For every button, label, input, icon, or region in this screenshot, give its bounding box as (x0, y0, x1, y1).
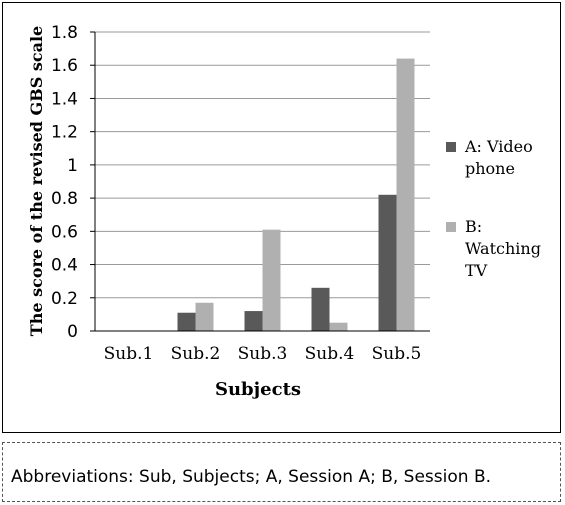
y-tick-label: 0.4 (51, 256, 78, 276)
y-tick-label: 1 (67, 156, 78, 176)
bars (177, 58, 415, 331)
y-tick-labels: 0 0.2 0.4 0.6 0.8 1 1.2 1.4 1.6 1.8 (51, 23, 95, 342)
legend-label-a: A: Video phone (464, 137, 533, 178)
y-tick-label: 1.4 (51, 89, 78, 109)
bar-sub2-series-a (177, 312, 196, 331)
y-tick-label: 1.6 (51, 56, 78, 76)
footnote-text: Abbreviations: Sub, Subjects; A, Session… (11, 467, 492, 487)
x-tick-label: Sub.1 (104, 344, 154, 364)
footnote-box: Abbreviations: Sub, Subjects; A, Session… (2, 442, 561, 502)
legend-swatch-a (446, 142, 456, 152)
x-tick-label: Sub.4 (305, 344, 355, 364)
bar-sub4-series-b (329, 322, 348, 331)
y-tick-label: 1.8 (51, 23, 78, 43)
bar-sub3-series-b (262, 229, 281, 331)
gridlines (95, 31, 430, 299)
bar-sub4-series-a (311, 287, 330, 331)
bar-sub2-series-b (195, 302, 214, 331)
x-axis-title: Subjects (215, 379, 301, 400)
x-tick-label: Sub.3 (238, 344, 288, 364)
y-axis-title: The score of the revised GBS scale (27, 26, 46, 336)
y-tick-label: 1.2 (51, 123, 78, 143)
legend-label-b: B: Watching TV (465, 217, 541, 280)
y-tick-label: 0 (67, 322, 78, 342)
bar-sub5-series-a (378, 194, 397, 331)
legend-swatch-b (446, 222, 456, 232)
x-tick-labels: Sub.1 Sub.2 Sub.3 Sub.4 Sub.5 (104, 344, 422, 364)
y-tick-label: 0.8 (51, 189, 78, 209)
y-tick-label: 0.2 (51, 289, 78, 309)
x-tick-label: Sub.5 (372, 344, 422, 364)
legend: A: Video phone B: Watching TV (446, 137, 541, 280)
bar-sub3-series-a (244, 311, 263, 331)
bar-sub5-series-b (396, 58, 415, 331)
x-tick-label: Sub.2 (171, 344, 221, 364)
bar-chart: 00.20.40.60.811.21.41.61.8 Sub.1 Sub.2 Sub… (27, 23, 541, 400)
y-tick-label: 0.6 (51, 222, 78, 242)
